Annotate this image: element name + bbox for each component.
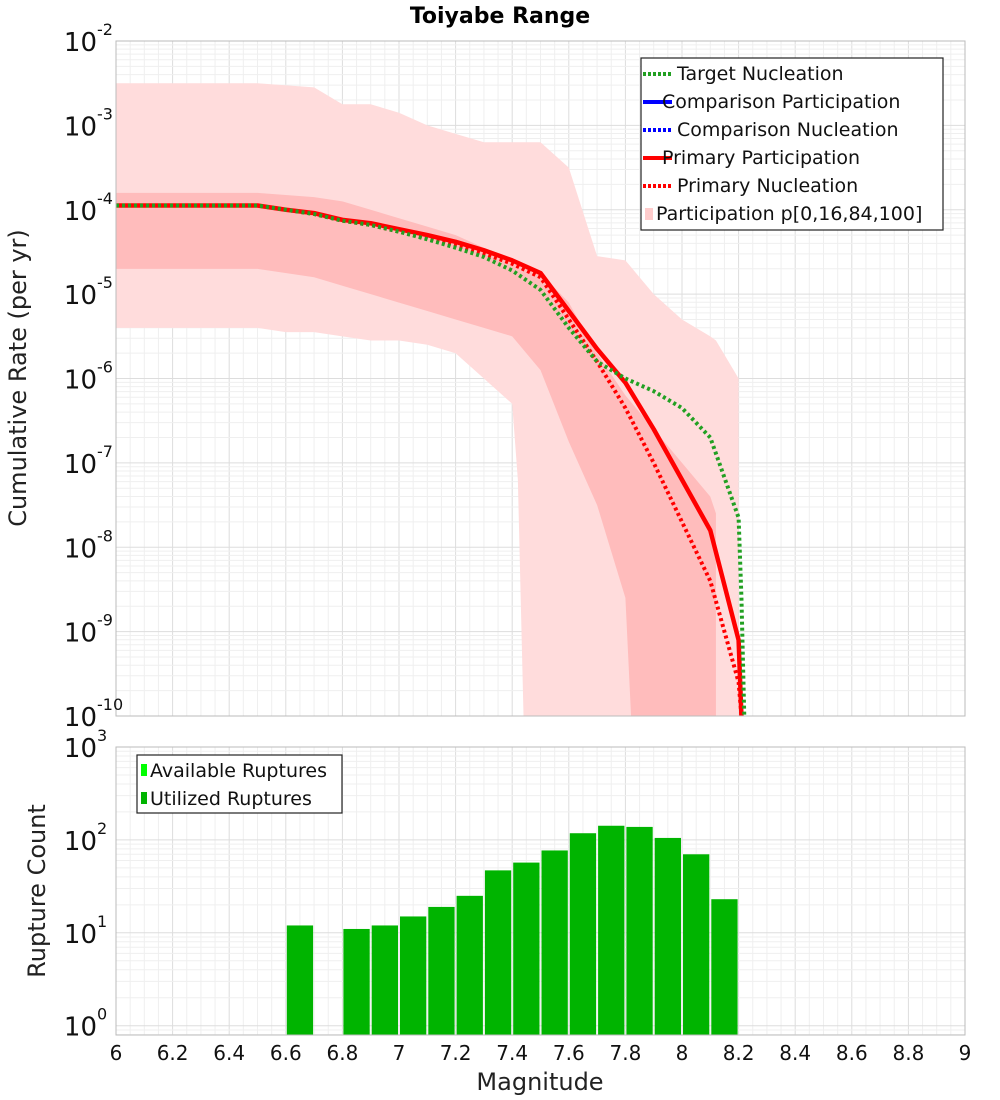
bar-14 [711, 899, 738, 1035]
x-tick-11: 8.2 [723, 1041, 755, 1065]
top-ytick-exp-5: -7 [97, 442, 113, 461]
legend-label-2: Comparison Nucleation [677, 119, 899, 141]
top-ytick-exp-0: -2 [97, 20, 113, 39]
x-tick-1: 6.2 [157, 1041, 189, 1065]
x-tick-10: 8 [676, 1041, 689, 1065]
bar-7 [513, 862, 540, 1035]
top-ytick-exp-4: -6 [97, 358, 113, 377]
x-tick-8: 7.6 [553, 1041, 585, 1065]
bottom-ytick-exp-2: 1 [97, 912, 107, 931]
x-tick-2: 6.4 [213, 1041, 245, 1065]
bar-4 [428, 906, 455, 1035]
x-tick-12: 8.4 [779, 1041, 811, 1065]
bar-11 [626, 826, 653, 1035]
top-ytick-base-2: 10 [64, 197, 97, 227]
bar-13 [683, 854, 710, 1035]
series-primary-participation [116, 203, 744, 717]
top-ytick-base-6: 10 [64, 534, 97, 564]
top-ytick-exp-8: -10 [97, 695, 123, 714]
bar-5 [456, 895, 483, 1035]
top-y-tick-labels: 10-210-310-410-510-610-710-810-910-10 [64, 20, 123, 733]
bottom-bars [286, 825, 738, 1035]
legend-label-3: Primary Participation [662, 147, 860, 169]
legend-label-5: Participation p[0,16,84,100] [656, 203, 922, 225]
top-ytick-base-8: 10 [64, 703, 97, 733]
bottom-ytick-exp-0: 3 [97, 726, 107, 745]
x-tick-14: 8.8 [892, 1041, 924, 1065]
top-plot-frame [115, 40, 966, 717]
legend-swatch-5 [645, 208, 653, 220]
bottom-ytick-base-3: 10 [64, 1013, 97, 1043]
top-lines [116, 203, 747, 717]
x-tick-5: 7 [393, 1041, 406, 1065]
series-target-nucleation [116, 203, 747, 717]
top-ytick-exp-1: -3 [97, 104, 113, 123]
bar-1 [343, 928, 370, 1035]
x-tick-15: 9 [959, 1041, 972, 1065]
bar-9 [569, 833, 597, 1035]
top-ytick-base-1: 10 [64, 112, 97, 142]
bar-8 [541, 850, 568, 1035]
bottom-ytick-base-0: 10 [64, 734, 97, 764]
top-ytick-exp-7: -9 [97, 611, 113, 630]
x-tick-0: 6 [110, 1041, 123, 1065]
bottom-plot-frame [115, 746, 966, 1036]
top-legend: Target Nucleation Comparison Participatio… [640, 57, 944, 231]
bottom-legend: Available Ruptures Utilized Ruptures [136, 754, 343, 814]
bottom-legend-swatch-0 [141, 764, 147, 776]
x-tick-13: 8.6 [836, 1041, 868, 1065]
top-y-axis-label: Cumulative Rate (per yr) [4, 229, 32, 527]
bar-0 [286, 925, 314, 1035]
bar-3 [400, 916, 427, 1035]
bar-10 [598, 825, 625, 1035]
bottom-legend-box [136, 754, 343, 814]
bar-2 [371, 925, 398, 1035]
bottom-legend-label-1: Utilized Ruptures [150, 788, 312, 810]
bottom-legend-swatch-1 [141, 792, 147, 804]
x-tick-4: 6.8 [326, 1041, 358, 1065]
bottom-x-tick-labels: 6 6.2 6.4 6.6 6.8 7 7.2 7.4 7.6 7.8 8 8.2 8.4 8.6 8.8 9 [110, 1041, 972, 1065]
chart-title: Toiyabe Range [410, 4, 590, 29]
legend-label-0: Target Nucleation [676, 63, 844, 85]
bottom-legend-label-0: Available Ruptures [150, 760, 327, 782]
x-tick-3: 6.6 [270, 1041, 302, 1065]
bar-6 [484, 870, 512, 1035]
x-axis-label: Magnitude [476, 1068, 603, 1096]
top-ytick-base-5: 10 [64, 450, 97, 480]
top-ytick-exp-6: -8 [97, 526, 113, 545]
top-ytick-exp-2: -4 [97, 189, 113, 208]
top-ytick-base-3: 10 [64, 281, 97, 311]
bottom-ytick-base-1: 10 [64, 827, 97, 857]
top-ytick-base-4: 10 [64, 366, 97, 396]
bar-12 [654, 837, 681, 1035]
top-ytick-exp-3: -5 [97, 273, 113, 292]
top-legend-box [640, 57, 944, 231]
top-ytick-base-7: 10 [64, 619, 97, 649]
bottom-ytick-base-2: 10 [64, 920, 97, 950]
x-tick-6: 7.2 [440, 1041, 472, 1065]
bottom-y-axis-label: Rupture Count [23, 804, 51, 978]
bottom-ytick-exp-3: 0 [97, 1005, 107, 1024]
bottom-ytick-exp-1: 2 [97, 819, 107, 838]
legend-label-1: Comparison Participation [662, 91, 900, 113]
legend-label-4: Primary Nucleation [677, 175, 858, 197]
top-ytick-base-0: 10 [64, 28, 97, 58]
x-tick-9: 7.8 [609, 1041, 641, 1065]
x-tick-7: 7.4 [496, 1041, 528, 1065]
